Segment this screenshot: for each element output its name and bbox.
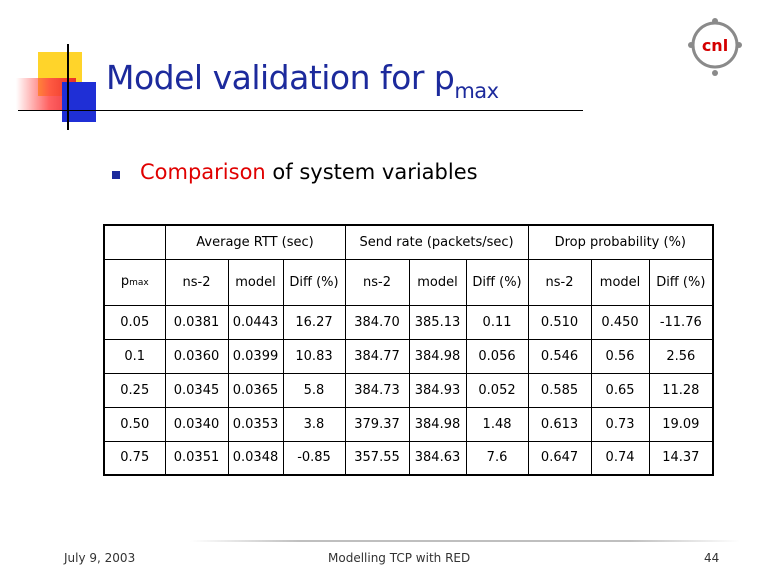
group-header-rtt: Average RTT (sec) <box>164 224 346 260</box>
table-cell: 0.0345 <box>164 372 229 408</box>
table-cell: 385.13 <box>408 304 467 340</box>
subheader-cell: model <box>408 258 467 306</box>
table-cell: 379.37 <box>344 406 410 442</box>
pmax-value-cell: 0.50 <box>103 406 166 442</box>
table-cell: 384.70 <box>344 304 410 340</box>
table-cell: 5.8 <box>282 372 346 408</box>
table-cell: 7.6 <box>465 440 529 476</box>
table-subheader-row: pmax ns-2 model Diff (%) ns-2 model Diff (%) n… <box>103 258 714 306</box>
subheader-cell: Diff (%) <box>282 258 346 306</box>
table-cell: 0.052 <box>465 372 529 408</box>
table-corner-cell <box>103 224 166 260</box>
table-cell: 0.510 <box>527 304 592 340</box>
table-cell: 0.11 <box>465 304 529 340</box>
table-row: 0.05 0.0381 0.0443 16.27 384.70 385.13 0.11 0.5… <box>103 304 714 340</box>
table-cell: 0.0360 <box>164 338 229 374</box>
table-cell: -11.76 <box>648 304 714 340</box>
bullet-item: Comparison of system variables <box>140 160 478 184</box>
table-cell: 0.613 <box>527 406 592 442</box>
subheader-cell: ns-2 <box>527 258 592 306</box>
pmax-value-cell: 0.75 <box>103 440 166 476</box>
table-cell: 0.0348 <box>227 440 284 476</box>
table-cell: 384.98 <box>408 406 467 442</box>
bullet-marker <box>112 171 120 179</box>
table-row: 0.1 0.0360 0.0399 10.83 384.77 384.98 0.056 0.5… <box>103 338 714 374</box>
pmax-header: pmax <box>103 258 166 306</box>
table-group-header-row: Average RTT (sec) Send rate (packets/sec… <box>103 224 714 260</box>
table-cell: 384.73 <box>344 372 410 408</box>
page-number: 44 <box>704 551 720 565</box>
comparison-table: Average RTT (sec) Send rate (packets/sec… <box>103 224 715 476</box>
table-cell: 19.09 <box>648 406 714 442</box>
title-underline <box>18 110 583 111</box>
pmax-value-cell: 0.05 <box>103 304 166 340</box>
table-row: 0.25 0.0345 0.0365 5.8 384.73 384.93 0.052 0.58… <box>103 372 714 408</box>
subheader-cell: Diff (%) <box>465 258 529 306</box>
slide-title-subscript: max <box>454 79 499 103</box>
cnl-logo-icon: cnl <box>688 18 742 76</box>
table-cell: 384.77 <box>344 338 410 374</box>
table-cell: 11.28 <box>648 372 714 408</box>
table-cell: 0.65 <box>590 372 650 408</box>
table-row: 0.75 0.0351 0.0348 -0.85 357.55 384.63 7.6 0.64… <box>103 440 714 476</box>
footer-date: July 9, 2003 <box>64 551 136 565</box>
footer-divider <box>190 540 740 542</box>
table-cell: 1.48 <box>465 406 529 442</box>
table-cell: 0.546 <box>527 338 592 374</box>
table-cell: 384.98 <box>408 338 467 374</box>
table-cell: 0.73 <box>590 406 650 442</box>
footer-title: Modelling TCP with RED <box>328 551 471 565</box>
table-cell: 0.0351 <box>164 440 229 476</box>
bullet-highlight: Comparison <box>140 160 266 184</box>
table-cell: 0.450 <box>590 304 650 340</box>
logo-text: cnl <box>702 36 728 55</box>
subheader-cell: ns-2 <box>344 258 410 306</box>
group-header-drop-prob: Drop probability (%) <box>527 224 714 260</box>
table-row: 0.50 0.0340 0.0353 3.8 379.37 384.98 1.48 0.613… <box>103 406 714 442</box>
slide-title-main: Model validation for p <box>106 58 455 97</box>
decor-vertical-line <box>67 44 69 130</box>
table-cell: 0.56 <box>590 338 650 374</box>
slide-title: Model validation for pmax <box>106 58 499 103</box>
table-cell: 0.0399 <box>227 338 284 374</box>
table-cell: 0.74 <box>590 440 650 476</box>
table-cell: 0.0381 <box>164 304 229 340</box>
pmax-value-cell: 0.1 <box>103 338 166 374</box>
subheader-cell: ns-2 <box>164 258 229 306</box>
table-cell: 16.27 <box>282 304 346 340</box>
subheader-cell: model <box>590 258 650 306</box>
table-cell: 0.0340 <box>164 406 229 442</box>
table-cell: 0.647 <box>527 440 592 476</box>
table-cell: 10.83 <box>282 338 346 374</box>
table-cell: 357.55 <box>344 440 410 476</box>
subheader-cell: model <box>227 258 284 306</box>
table-cell: 384.93 <box>408 372 467 408</box>
table-cell: 0.056 <box>465 338 529 374</box>
table-cell: 0.0365 <box>227 372 284 408</box>
table-cell: 2.56 <box>648 338 714 374</box>
table-cell: 0.585 <box>527 372 592 408</box>
subheader-cell: Diff (%) <box>648 258 714 306</box>
table-cell: 14.37 <box>648 440 714 476</box>
bullet-rest: of system variables <box>265 160 478 184</box>
table-cell: 0.0443 <box>227 304 284 340</box>
pmax-value-cell: 0.25 <box>103 372 166 408</box>
table-cell: 3.8 <box>282 406 346 442</box>
table-cell: 384.63 <box>408 440 467 476</box>
table-cell: -0.85 <box>282 440 346 476</box>
group-header-send-rate: Send rate (packets/sec) <box>344 224 529 260</box>
table-cell: 0.0353 <box>227 406 284 442</box>
